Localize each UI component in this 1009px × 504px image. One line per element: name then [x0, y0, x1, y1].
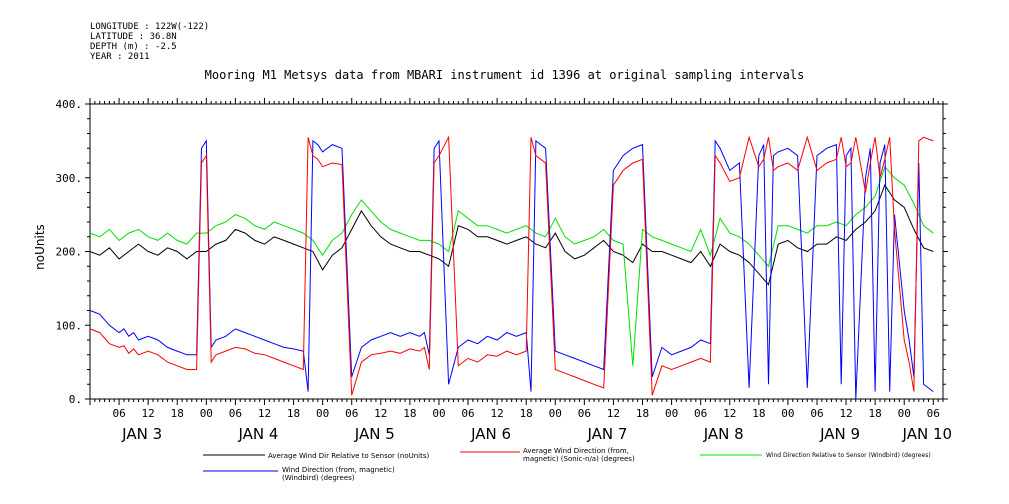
x-tick-label: 00 [549, 407, 562, 420]
x-day-label: JAN 4 [237, 425, 278, 443]
x-tick-label: 06 [927, 407, 940, 420]
year-label: YEAR : 2011 [90, 52, 150, 62]
x-tick-label: 00 [665, 407, 678, 420]
y-axis-label: noUnits [33, 224, 47, 270]
legend-label-black: Average Wind Dir Relative to Sensor (noU… [268, 452, 430, 460]
x-day-label: JAN 3 [121, 425, 162, 443]
axes-frame [85, 98, 948, 405]
x-tick-label: 18 [869, 407, 882, 420]
x-tick-label: 00 [316, 407, 329, 420]
x-tick-label: 00 [200, 407, 213, 420]
x-tick-label: 18 [752, 407, 765, 420]
series-layer [89, 135, 934, 400]
x-tick-label: 12 [839, 407, 852, 420]
x-tick-label: 00 [898, 407, 911, 420]
series-line-1 [89, 165, 934, 366]
tick-labels: 0. 100. 200. 300. 400. 06 12 18 00 06 12 18 00 06 12 18… [56, 98, 953, 443]
x-tick-label: 18 [287, 407, 300, 420]
x-tick-label: 06 [694, 407, 707, 420]
x-day-label: JAN 6 [470, 425, 511, 443]
y-tick-label: 200. [56, 246, 83, 259]
x-tick-label: 12 [723, 407, 736, 420]
x-tick-label: 06 [578, 407, 591, 420]
legend-label-green: Wind Direction Relative to Sensor (Windb… [766, 452, 931, 459]
x-tick-label: 00 [432, 407, 445, 420]
x-tick-label: 12 [490, 407, 503, 420]
chart-title: Mooring M1 Metsys data from MBARI instru… [204, 68, 805, 82]
x-day-label: JAN 5 [354, 425, 395, 443]
x-tick-label: 06 [229, 407, 242, 420]
x-tick-label: 06 [461, 407, 474, 420]
x-tick-label: 06 [112, 407, 125, 420]
longitude-label: LONGITUDE : 122W(-122) [90, 22, 210, 32]
x-tick-label: 12 [142, 407, 155, 420]
x-tick-label: 12 [607, 407, 620, 420]
series-line-0 [89, 184, 934, 286]
y-tick-label: 400. [56, 98, 83, 111]
series-line-2 [89, 139, 934, 400]
y-tick-label: 300. [56, 172, 83, 185]
series-line-3 [89, 135, 934, 396]
x-tick-label: 06 [345, 407, 358, 420]
x-tick-label: 18 [403, 407, 416, 420]
x-day-label: JAN 7 [586, 425, 627, 443]
x-day-label: JAN 9 [819, 425, 860, 443]
legend-label-blue: Wind Direction (from, magnetic) (Windbir… [282, 466, 395, 482]
latitude-label: LATITUDE : 36.8N [90, 32, 177, 42]
x-tick-label: 06 [810, 407, 823, 420]
x-tick-label: 12 [374, 407, 387, 420]
legend-label-red: Average Wind Direction (from, magnetic) … [523, 447, 635, 463]
x-tick-label: 12 [258, 407, 271, 420]
depth-label: DEPTH (m) : -2.5 [90, 42, 177, 52]
x-tick-label: 00 [781, 407, 794, 420]
y-tick-label: 100. [56, 319, 83, 332]
y-tick-label: 0. [69, 393, 82, 406]
x-day-label: JAN 10 [902, 425, 953, 443]
x-tick-label: 18 [520, 407, 533, 420]
x-tick-label: 18 [636, 407, 649, 420]
x-day-label: JAN 8 [703, 425, 744, 443]
x-tick-label: 18 [171, 407, 184, 420]
legend-swatches [203, 451, 762, 472]
